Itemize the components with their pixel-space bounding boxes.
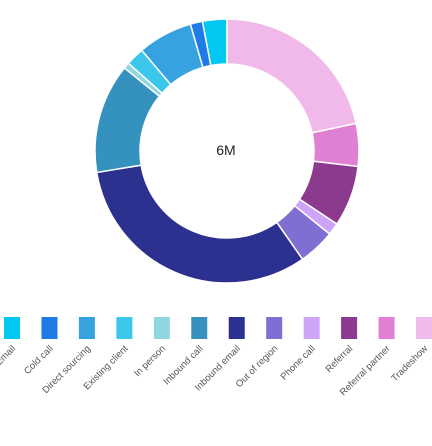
legend-swatch-existing-client[interactable] (116, 317, 133, 339)
legend-label-tradeshow: Tradeshow (389, 343, 430, 384)
legend-label-referral: Referral (324, 343, 356, 375)
donut-slices (94, 18, 360, 284)
legend-label-email: Email (0, 343, 18, 368)
legend-label-cold-call: Cold call (22, 343, 56, 377)
legend-swatch-cold-call[interactable] (41, 317, 58, 339)
legend-label-in-person: In person (132, 343, 168, 379)
slice-tradeshow[interactable] (226, 18, 357, 134)
legend-swatch-inbound-call[interactable] (191, 317, 208, 339)
legend-swatch-in-person[interactable] (153, 317, 170, 339)
legend-swatch-tradeshow[interactable] (416, 317, 432, 339)
legend-swatch-email[interactable] (4, 317, 20, 339)
legend-swatch-referral-partner[interactable] (378, 317, 395, 339)
legend-swatch-referral[interactable] (341, 317, 358, 339)
legend-swatch-out-of-region[interactable] (266, 317, 283, 339)
legend-swatch-direct-sourcing[interactable] (78, 317, 95, 339)
center-label: 6M (216, 142, 236, 158)
legend-label-phone-call: Phone call (279, 343, 318, 382)
slice-inbound-email[interactable] (95, 164, 304, 284)
legend-swatch-inbound-email[interactable] (228, 317, 245, 339)
legend-swatch-phone-call[interactable] (303, 317, 320, 339)
